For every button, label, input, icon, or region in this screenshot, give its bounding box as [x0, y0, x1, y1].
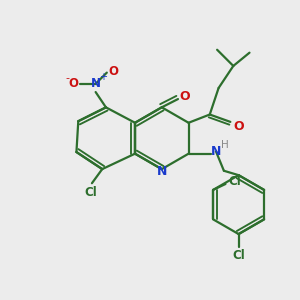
- Text: Cl: Cl: [228, 175, 241, 188]
- Text: N: N: [211, 145, 221, 158]
- Text: Cl: Cl: [232, 249, 245, 262]
- Text: Cl: Cl: [84, 186, 97, 199]
- Text: -: -: [65, 73, 69, 83]
- Text: N: N: [91, 77, 100, 90]
- Text: O: O: [233, 120, 244, 133]
- Text: O: O: [69, 77, 79, 90]
- Text: O: O: [179, 90, 190, 103]
- Text: H: H: [221, 140, 229, 150]
- Text: O: O: [108, 64, 118, 78]
- Text: +: +: [99, 72, 107, 82]
- Text: N: N: [157, 165, 167, 178]
